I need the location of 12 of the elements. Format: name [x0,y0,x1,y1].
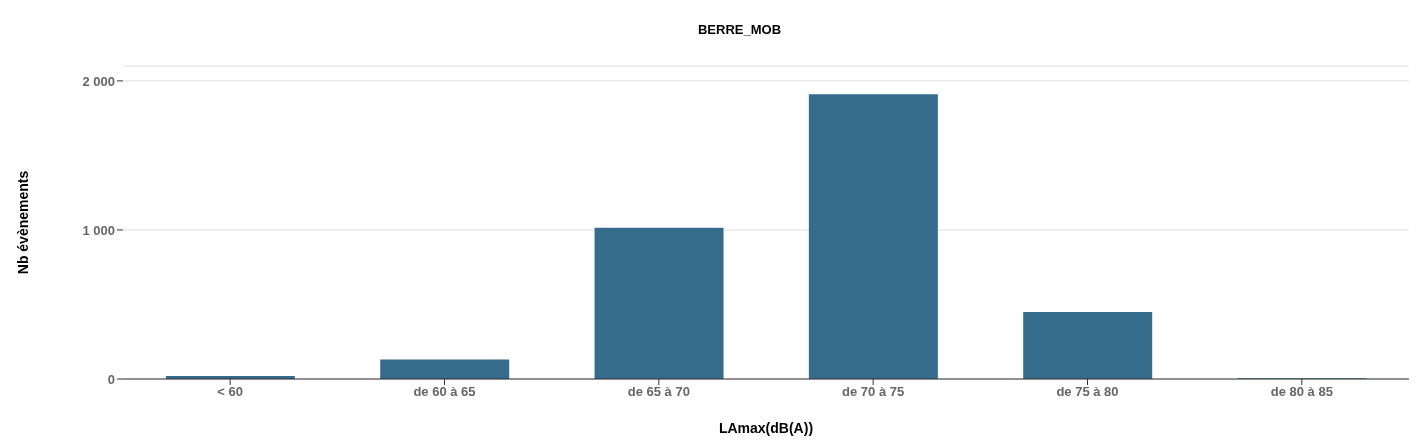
x-tick-label: < 60 [217,384,243,400]
y-tick-label: 2 000 [82,73,115,89]
x-axis-title: LAmax(dB(A)) [718,420,814,436]
x-tick-label: de 65 à 70 [627,384,690,400]
x-tick-label: de 60 à 65 [413,384,476,400]
x-tick-label: de 80 à 85 [1270,384,1333,400]
x-tick-label: de 75 à 80 [1056,384,1119,400]
y-tick-label: 0 [107,371,115,387]
y-axis-title: Nb évènements [14,170,31,275]
chart-title: BERRE_MOB [696,21,783,39]
x-tick-label: de 70 à 75 [842,384,905,400]
y-tick-label: 1 000 [82,222,115,238]
